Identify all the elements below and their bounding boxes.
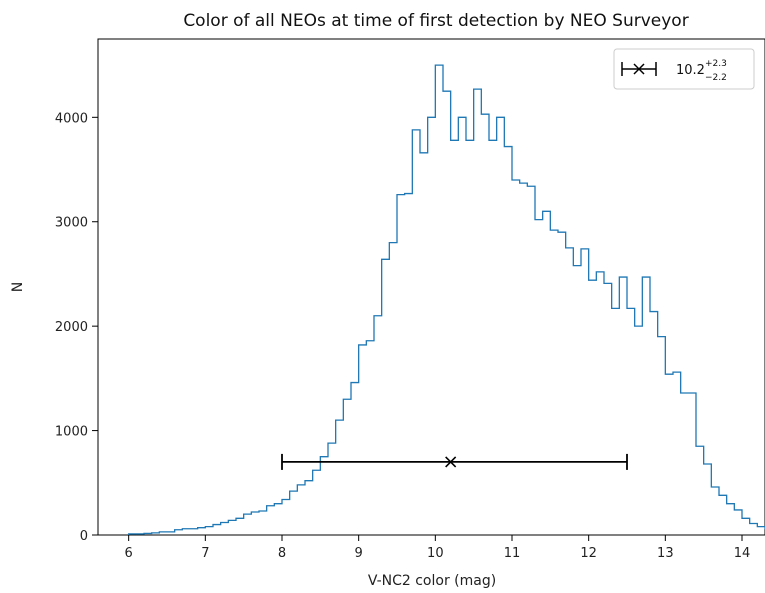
x-tick-label: 13 <box>657 546 674 561</box>
x-tick-label: 6 <box>125 546 133 561</box>
y-tick-label: 0 <box>80 529 88 544</box>
x-tick-label: 9 <box>355 546 363 561</box>
legend-plus: +2.3 <box>705 59 727 69</box>
y-axis-label: N <box>10 282 26 292</box>
x-tick-label: 14 <box>734 546 751 561</box>
legend-box <box>613 48 755 90</box>
y-axis: 0 1000 2000 3000 4000 <box>55 111 98 544</box>
x-axis-label: V-NC2 color (mag) <box>368 573 496 589</box>
legend-minus: −2.2 <box>705 73 727 83</box>
histogram-step-line <box>128 64 765 535</box>
x-axis: 6 7 8 9 10 11 12 13 14 <box>125 535 751 561</box>
legend: 10.2 +2.3 −2.2 <box>613 48 755 90</box>
legend-errorbar-icon <box>621 62 657 76</box>
legend-value: 10.2 <box>676 63 705 78</box>
histogram-series <box>128 64 765 535</box>
x-tick-label: 12 <box>580 546 597 561</box>
x-tick-label: 10 <box>427 546 444 561</box>
y-tick-label: 2000 <box>55 320 88 335</box>
y-tick-label: 3000 <box>55 216 88 231</box>
y-tick-label: 1000 <box>55 425 88 440</box>
x-tick-label: 11 <box>504 546 521 561</box>
mean-errorbar <box>281 453 628 470</box>
plot-area <box>97 38 765 536</box>
y-tick-label: 4000 <box>55 111 88 126</box>
mean-marker <box>445 456 457 468</box>
plot-frame <box>97 38 765 536</box>
x-tick-label: 7 <box>201 546 209 561</box>
x-tick-label: 8 <box>278 546 286 561</box>
chart-title: Color of all NEOs at time of first detec… <box>183 11 688 31</box>
